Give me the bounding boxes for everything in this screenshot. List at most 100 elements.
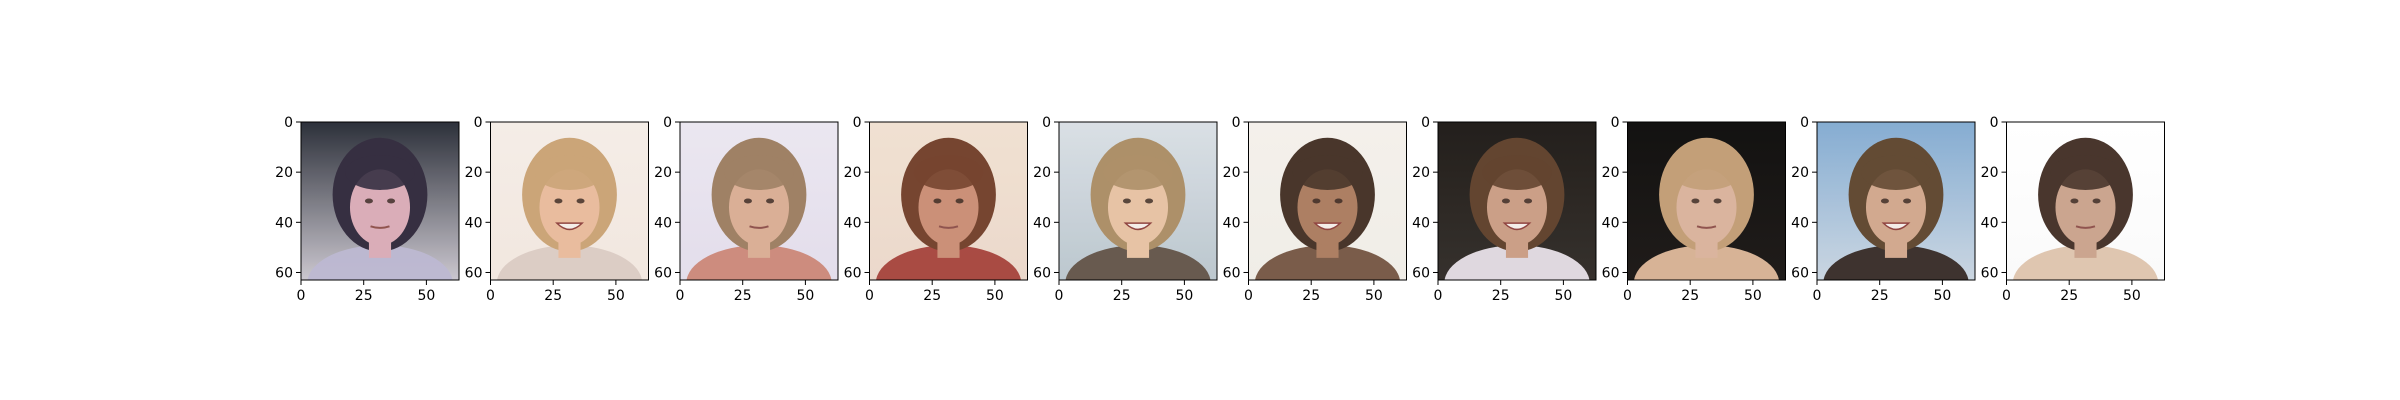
- x-tick-label: 25: [923, 288, 941, 304]
- x-tick-label: 50: [1554, 288, 1572, 304]
- x-tick-label: 50: [1365, 288, 1383, 304]
- portrait-image: [680, 122, 838, 280]
- portrait-image: [1817, 122, 1975, 280]
- axes-frame: [2006, 121, 2165, 281]
- portrait-image: [490, 122, 649, 280]
- x-tick-label: 50: [607, 288, 625, 304]
- x-tick-label: 0: [1244, 288, 1253, 304]
- image-panel-5: 0 25 50 0 20 40 60: [1033, 115, 1218, 304]
- x-tick-label: 0: [1813, 288, 1822, 304]
- axes-frame: [1248, 121, 1407, 281]
- y-tick-label: 0: [284, 115, 293, 131]
- y-tick-label: 60: [275, 265, 293, 281]
- x-tick-label: 0: [676, 288, 685, 304]
- y-tick-label: 40: [1412, 215, 1430, 231]
- y-tick-label: 20: [1981, 165, 1999, 181]
- y-tick-label: 20: [844, 165, 862, 181]
- x-tick-label: 0: [1434, 288, 1443, 304]
- y-tick-label: 60: [1223, 265, 1241, 281]
- x-tick-label: 50: [2123, 288, 2141, 304]
- portrait-image: [301, 122, 459, 280]
- y-tick-label: 20: [465, 165, 483, 181]
- x-tick-label: 50: [1933, 288, 1951, 304]
- image-panel-9: 0 25 50 0 20 40 60: [1791, 115, 1976, 304]
- y-tick-label: 40: [1033, 215, 1051, 231]
- axes-frame: [490, 121, 649, 281]
- y-tick-label: 60: [1791, 265, 1809, 281]
- y-tick-label: 40: [1981, 215, 1999, 231]
- portrait-image: [1248, 122, 1407, 280]
- x-tick-label: 25: [1681, 288, 1699, 304]
- axes-frame: [300, 121, 460, 281]
- y-tick-label: 0: [853, 115, 862, 131]
- portrait-image: [1627, 122, 1786, 280]
- y-tick-label: 40: [1223, 215, 1241, 231]
- x-tick-label: 25: [1113, 288, 1131, 304]
- x-tick-label: 25: [1302, 288, 1320, 304]
- y-tick-label: 60: [654, 265, 672, 281]
- x-tick-label: 25: [544, 288, 562, 304]
- x-tick-label: 50: [1175, 288, 1193, 304]
- y-tick-label: 60: [1602, 265, 1620, 281]
- x-tick-label: 50: [417, 288, 435, 304]
- y-tick-label: 0: [1800, 115, 1809, 131]
- x-tick-label: 0: [2002, 288, 2011, 304]
- y-tick-label: 20: [1412, 165, 1430, 181]
- x-tick-label: 50: [796, 288, 814, 304]
- x-tick-label: 0: [1055, 288, 1064, 304]
- y-tick-label: 60: [1033, 265, 1051, 281]
- portrait-image: [2006, 122, 2165, 280]
- y-tick-label: 40: [1602, 215, 1620, 231]
- axes-frame: [1627, 121, 1786, 281]
- y-tick-label: 20: [1602, 165, 1620, 181]
- y-tick-label: 0: [1042, 115, 1051, 131]
- y-tick-label: 60: [1412, 265, 1430, 281]
- image-panel-2: 0 25 50 0 20 40 60: [465, 115, 649, 304]
- y-tick-label: 40: [275, 215, 293, 231]
- x-tick-label: 25: [355, 288, 373, 304]
- y-tick-label: 0: [663, 115, 672, 131]
- y-tick-label: 20: [1791, 165, 1809, 181]
- x-tick-label: 50: [986, 288, 1004, 304]
- image-panel-6: 0 25 50 0 20 40 60: [1223, 115, 1407, 304]
- x-tick-label: 25: [734, 288, 752, 304]
- x-tick-label: 0: [1623, 288, 1632, 304]
- portrait-image: [1438, 122, 1596, 280]
- y-tick-label: 0: [1990, 115, 1999, 131]
- image-panel-10: 0 25 50 0 20 40 60: [1981, 115, 2165, 304]
- image-panel-3: 0 25 50 0 20 40 60: [654, 115, 839, 304]
- y-tick-label: 40: [465, 215, 483, 231]
- axes-frame: [869, 121, 1028, 281]
- portrait-image: [1059, 122, 1217, 280]
- x-tick-label: 25: [1492, 288, 1510, 304]
- y-tick-label: 0: [1611, 115, 1620, 131]
- x-tick-label: 50: [1744, 288, 1762, 304]
- y-tick-label: 60: [465, 265, 483, 281]
- y-tick-label: 60: [1981, 265, 1999, 281]
- y-tick-label: 0: [1232, 115, 1241, 131]
- y-tick-label: 20: [1033, 165, 1051, 181]
- image-panel-1: 0 25 50 0 20 40 60: [275, 115, 460, 304]
- y-tick-label: 40: [1791, 215, 1809, 231]
- portrait-image: [869, 122, 1028, 280]
- x-tick-label: 0: [486, 288, 495, 304]
- axes-frame: [1816, 121, 1976, 281]
- x-tick-label: 25: [2060, 288, 2078, 304]
- axes-frame: [679, 121, 839, 281]
- image-panel-7: 0 25 50 0 20 40 60: [1412, 115, 1597, 304]
- y-tick-label: 20: [654, 165, 672, 181]
- y-tick-label: 0: [474, 115, 483, 131]
- y-tick-label: 40: [844, 215, 862, 231]
- x-tick-label: 25: [1871, 288, 1889, 304]
- axes-frame: [1437, 121, 1597, 281]
- y-tick-label: 20: [1223, 165, 1241, 181]
- x-tick-label: 0: [297, 288, 306, 304]
- y-tick-label: 60: [844, 265, 862, 281]
- y-tick-label: 40: [654, 215, 672, 231]
- y-tick-label: 0: [1421, 115, 1430, 131]
- image-panel-8: 0 25 50 0 20 40 60: [1602, 115, 1786, 304]
- axes-frame: [1058, 121, 1218, 281]
- y-tick-label: 20: [275, 165, 293, 181]
